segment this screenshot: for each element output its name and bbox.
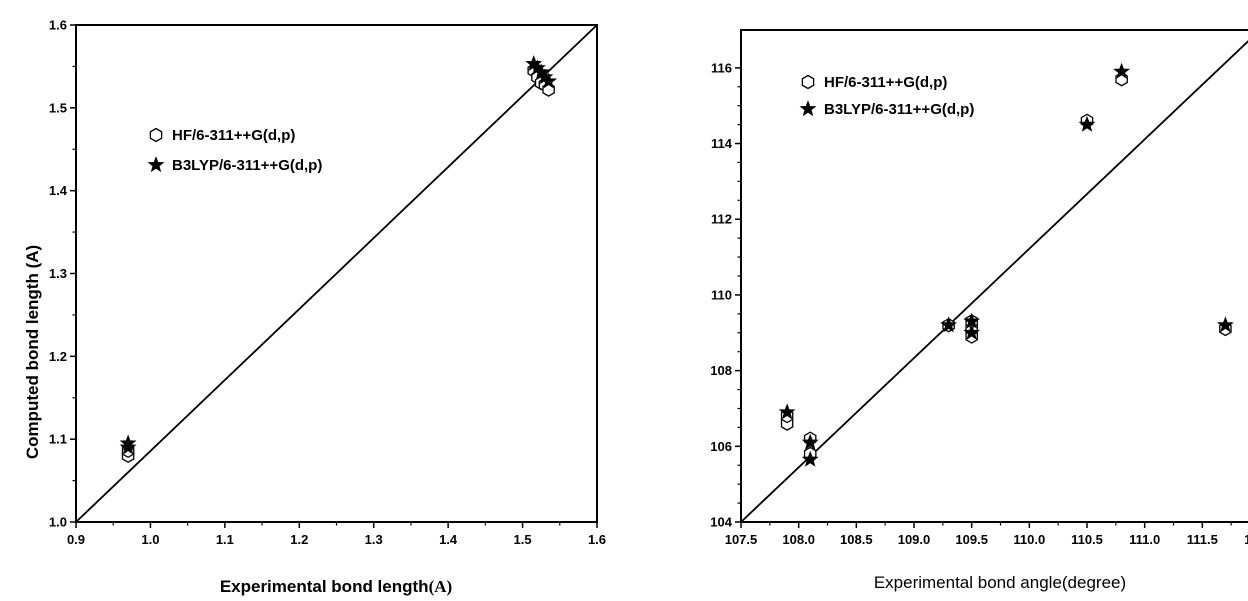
x-tick-label: 1.2 <box>290 532 308 547</box>
legend-hexagon-marker <box>801 74 815 90</box>
chart-bond-angle: 107.5 108.0 108.5 109.0 109.5 110.0 110.5 111.0… <box>710 29 1248 592</box>
y-axis-title: Computed bond length (A) <box>23 245 42 459</box>
b3lyp-point <box>1216 316 1234 333</box>
b3lyp-point <box>801 450 819 467</box>
x-tick-label: 110.5 <box>1071 532 1103 547</box>
x-tick-label: 109.5 <box>955 532 988 547</box>
x-axis-title: Experimental bond angle(degree) <box>874 573 1126 592</box>
legend: HF/6-311++G(d,p) B3LYP/6-311++G(d,p) <box>799 74 974 118</box>
legend-star-marker <box>147 156 165 173</box>
x-tick-label: 1.4 <box>439 532 458 547</box>
x-tick-label: 109.0 <box>898 532 931 547</box>
x-tick-label: 1.6 <box>588 532 606 547</box>
data-points <box>778 62 1234 467</box>
b3lyp-point <box>963 312 981 329</box>
x-tick-label: 112.0 <box>1244 532 1248 547</box>
legend-label-hf: HF/6-311++G(d,p) <box>172 127 295 144</box>
legend-label-b3lyp: B3LYP/6-311++G(d,p) <box>172 157 322 174</box>
x-tick-label: 1.3 <box>365 532 383 547</box>
y-tick-label: 1.0 <box>49 515 67 530</box>
legend-marker-b3lyp <box>799 100 817 117</box>
y-tick-label: 1.6 <box>49 18 67 33</box>
b3lyp-point <box>940 316 958 333</box>
legend-label-hf: HF/6-311++G(d,p) <box>824 74 947 91</box>
legend-label-b3lyp: B3LYP/6-311++G(d,p) <box>824 101 974 118</box>
y-tick-label: 110 <box>711 287 732 302</box>
legend-marker-hf <box>801 74 815 90</box>
y-tick-label: 1.3 <box>49 266 67 281</box>
x-tick-label: 0.9 <box>67 532 85 547</box>
x-tick-label: 1.0 <box>141 532 159 547</box>
y-tick-label: 112 <box>711 212 732 227</box>
data-points <box>119 55 558 463</box>
b3lyp-point <box>540 72 558 89</box>
y-axis-ticks: 1.0 1.1 1.2 1.3 1.4 1.5 1.6 <box>49 18 76 530</box>
y-tick-label: 1.1 <box>49 432 67 447</box>
reference-line <box>740 40 1248 523</box>
legend-marker-hf <box>149 127 163 143</box>
y-tick-label: 1.4 <box>49 183 68 198</box>
plot-frame <box>740 29 1248 523</box>
x-axis-title: Experimental bond length(A) <box>220 577 452 596</box>
legend: HF/6-311++G(d,p) B3LYP/6-311++G(d,p) <box>147 127 322 174</box>
x-tick-label: 108.0 <box>782 532 815 547</box>
y-tick-label: 1.2 <box>49 349 67 364</box>
y-tick-label: 104 <box>710 515 732 530</box>
y-axis-ticks: 104 106 108 110 112 114 116 <box>710 60 741 530</box>
b3lyp-point <box>1113 62 1131 79</box>
x-tick-label: 1.5 <box>514 532 532 547</box>
y-tick-label: 106 <box>710 439 732 454</box>
b3lyp-point <box>963 323 981 340</box>
x-axis-title-text: Experimental bond length <box>220 577 429 596</box>
y-tick-label: 108 <box>710 363 732 378</box>
b3lyp-point <box>801 433 819 450</box>
x-tick-label: 1.1 <box>216 532 234 547</box>
x-axis-ticks: 0.9 1.0 1.1 1.2 1.3 1.4 1.5 1.6 <box>67 522 606 547</box>
legend-star-marker <box>799 100 817 117</box>
y-tick-label: 116 <box>711 60 732 75</box>
x-tick-label: 108.5 <box>840 532 873 547</box>
x-axis-title-unit: (A) <box>429 577 453 596</box>
x-axis-ticks: 107.5 108.0 108.5 109.0 109.5 110.0 110.5 111.0… <box>725 522 1248 547</box>
y-tick-label: 1.5 <box>49 100 67 115</box>
x-tick-label: 111.0 <box>1129 532 1160 547</box>
y-tick-label: 114 <box>711 136 733 151</box>
chart-bond-length: 0.9 1.0 1.1 1.2 1.3 1.4 1.5 1.6 1.01.11.21.31.4… <box>23 18 606 597</box>
b3lyp-point <box>1078 115 1096 132</box>
legend-hexagon-marker <box>149 127 163 143</box>
b3lyp-point <box>778 403 796 420</box>
legend-marker-b3lyp <box>147 156 165 173</box>
x-tick-label: 111.5 <box>1187 532 1218 547</box>
x-tick-label: 110.0 <box>1013 532 1045 547</box>
b3lyp-point <box>119 438 137 455</box>
x-tick-label: 107.5 <box>725 532 758 547</box>
reference-line <box>75 24 598 523</box>
